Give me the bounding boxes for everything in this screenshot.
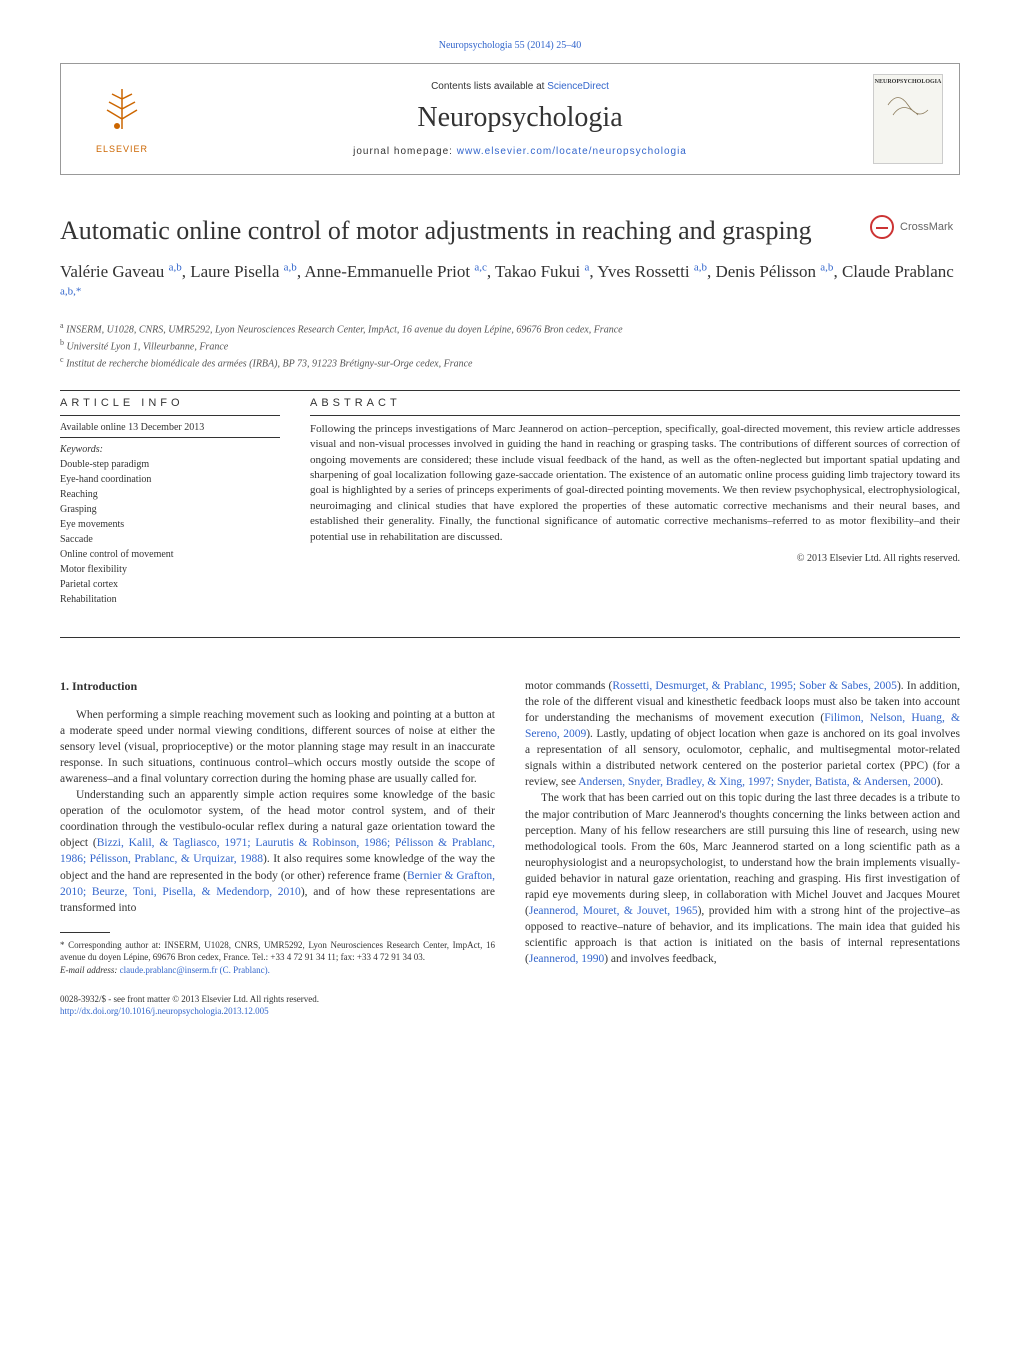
issn-line: 0028-3932/$ - see front matter © 2013 El… bbox=[60, 993, 495, 1006]
divider bbox=[60, 637, 960, 638]
body-text: 1. Introduction When performing a simple… bbox=[60, 678, 960, 1018]
cover-art-icon bbox=[883, 85, 933, 135]
left-column: 1. Introduction When performing a simple… bbox=[60, 678, 495, 1018]
homepage-prefix: journal homepage: bbox=[353, 146, 457, 157]
doi-link[interactable]: http://dx.doi.org/10.1016/j.neuropsychol… bbox=[60, 1006, 269, 1016]
email-link[interactable]: claude.prablanc@inserm.fr (C. Prablanc). bbox=[120, 965, 270, 975]
right-column: motor commands (Rossetti, Desmurget, & P… bbox=[525, 678, 960, 1018]
citation[interactable]: Andersen, Snyder, Bradley, & Xing, 1997;… bbox=[578, 776, 936, 788]
footnotes: * Corresponding author at: INSERM, U1028… bbox=[60, 939, 495, 977]
elsevier-logo: ELSEVIER bbox=[77, 74, 167, 164]
email-line: E-mail address: claude.prablanc@inserm.f… bbox=[60, 964, 495, 977]
citation[interactable]: Rossetti, Desmurget, & Prablanc, 1995; S… bbox=[612, 680, 897, 692]
contents-available: Contents lists available at ScienceDirec… bbox=[187, 81, 853, 92]
journal-homepage: journal homepage: www.elsevier.com/locat… bbox=[187, 146, 853, 157]
journal-cover-thumbnail: NEUROPSYCHOLOGIA bbox=[873, 74, 943, 164]
header-center: Contents lists available at ScienceDirec… bbox=[187, 81, 853, 157]
crossmark-badge[interactable]: CrossMark bbox=[870, 215, 960, 239]
paragraph: motor commands (Rossetti, Desmurget, & P… bbox=[525, 678, 960, 791]
abstract-column: ABSTRACT Following the princeps investig… bbox=[310, 391, 960, 607]
intro-heading: 1. Introduction bbox=[60, 678, 495, 695]
available-online: Available online 13 December 2013 bbox=[60, 422, 280, 438]
citation[interactable]: Jeannerod, 1990 bbox=[529, 953, 604, 965]
article-info-column: ARTICLE INFO Available online 13 Decembe… bbox=[60, 391, 280, 607]
keywords-list: Double-step paradigmEye-hand coordinatio… bbox=[60, 457, 280, 607]
issue-reference: Neuropsychologia 55 (2014) 25–40 bbox=[60, 40, 960, 51]
sciencedirect-link[interactable]: ScienceDirect bbox=[547, 81, 609, 92]
footer-block: 0028-3932/$ - see front matter © 2013 El… bbox=[60, 993, 495, 1018]
paragraph: The work that has been carried out on th… bbox=[525, 790, 960, 967]
crossmark-label: CrossMark bbox=[900, 221, 953, 233]
article-info-heading: ARTICLE INFO bbox=[60, 391, 280, 416]
citation[interactable]: Jeannerod, Mouret, & Jouvet, 1965 bbox=[529, 905, 698, 917]
crossmark-icon bbox=[870, 215, 894, 239]
article-title: Automatic online control of motor adjust… bbox=[60, 215, 870, 246]
elsevier-name: ELSEVIER bbox=[96, 144, 148, 154]
paragraph: Understanding such an apparently simple … bbox=[60, 787, 495, 916]
footnote-divider bbox=[60, 932, 110, 933]
abstract-text: Following the princeps investigations of… bbox=[310, 422, 960, 545]
elsevier-tree-icon bbox=[97, 84, 147, 144]
paragraph: When performing a simple reaching moveme… bbox=[60, 707, 495, 787]
author-list: Valérie Gaveau a,b, Laure Pisella a,b, A… bbox=[60, 260, 960, 308]
abstract-copyright: © 2013 Elsevier Ltd. All rights reserved… bbox=[310, 553, 960, 564]
journal-name: Neuropsychologia bbox=[187, 102, 853, 134]
abstract-heading: ABSTRACT bbox=[310, 391, 960, 416]
corresponding-author-note: * Corresponding author at: INSERM, U1028… bbox=[60, 939, 495, 964]
homepage-link[interactable]: www.elsevier.com/locate/neuropsychologia bbox=[457, 146, 687, 157]
journal-header: ELSEVIER Contents lists available at Sci… bbox=[60, 63, 960, 175]
affiliations: a INSERM, U1028, CNRS, UMR5292, Lyon Neu… bbox=[60, 320, 960, 372]
keywords-label: Keywords: bbox=[60, 444, 280, 455]
contents-prefix: Contents lists available at bbox=[431, 81, 547, 92]
